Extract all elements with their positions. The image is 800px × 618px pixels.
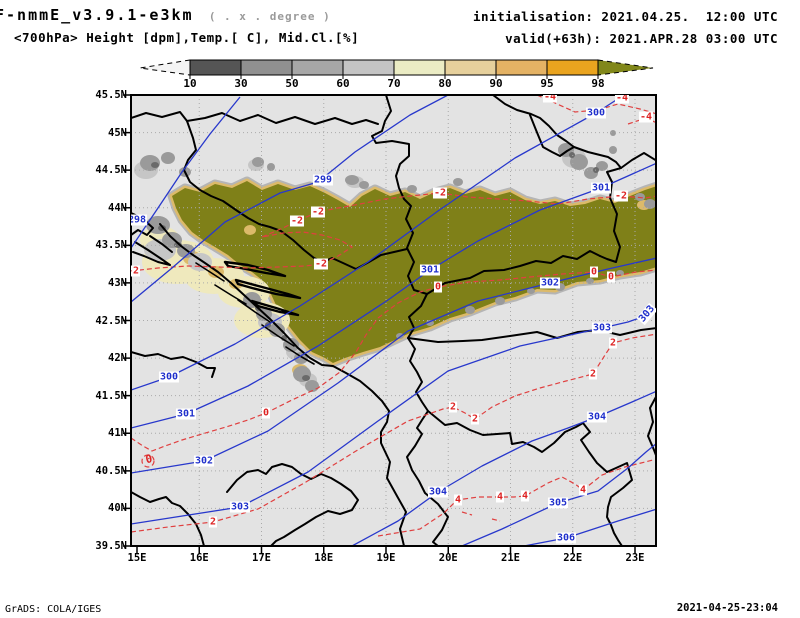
colorbar-tick-label: 10: [183, 77, 197, 90]
colorbar-tick-label: 50: [285, 77, 299, 90]
model-subtitle: ( . x . degree ): [208, 10, 331, 23]
lat-axis-label: 39.5N: [95, 540, 127, 552]
initialisation-time: initialisation: 2021.04.25. 12:00 UTC: [473, 9, 778, 24]
height-contour-label: 298: [131, 214, 148, 226]
lat-axis-label: 43.5N: [95, 239, 127, 252]
temp-contour-label: -2: [313, 258, 329, 270]
colorbar-segment: [495, 59, 548, 76]
temp-contour-label: -2: [432, 187, 448, 199]
lon-axis-label: 20E: [438, 552, 458, 564]
colorbar-tick-label: 95: [540, 77, 554, 90]
height-contour-label: 301: [175, 408, 197, 420]
grads-credit: GrADS: COLA/IGES: [5, 604, 102, 615]
height-contour-label: 302: [539, 277, 561, 289]
lat-axis-label: 41N: [108, 427, 127, 440]
lon-axis-label: 21E: [501, 552, 520, 564]
height-contour-label: 306: [555, 532, 577, 544]
model-title-line: F-nmmE_v3.9.1-e3km ( . x . degree ): [0, 6, 331, 24]
temp-contour-label: 4: [578, 484, 588, 496]
temp-contour-label: -2: [613, 190, 629, 202]
temp-contour-label: -2: [131, 265, 141, 277]
lat-axis-label: 43N: [108, 276, 127, 289]
temp-contour-label: 4: [520, 490, 530, 502]
temp-contour-label: 2: [608, 337, 618, 349]
lon-axis-label: 16E: [189, 552, 209, 564]
colorbar-tick-label: 70: [387, 77, 401, 90]
temp-contour-label: 2: [208, 516, 218, 528]
temp-contour-label: -4: [542, 95, 558, 103]
temp-contour-label: 2: [448, 401, 458, 413]
lon-axis-label: 19E: [376, 552, 396, 564]
colorbar-segment: [189, 59, 242, 76]
latlon-grid: [131, 95, 656, 546]
lon-axis-label: 17E: [252, 552, 271, 564]
lon-axis-label: 18E: [314, 552, 334, 564]
height-contour-label: 305: [547, 497, 569, 509]
temp-contour-label: -2: [289, 215, 305, 227]
lon-axis-label: 15E: [127, 552, 147, 564]
lat-axis-label: 42.5N: [95, 314, 127, 327]
colorbar-tick-label: 80: [438, 77, 452, 90]
temp-contour-label: 2: [470, 413, 480, 425]
temp-contour-label: -4: [638, 111, 654, 123]
colorbar-tick-label: 60: [336, 77, 350, 90]
colorbar-segment: [291, 59, 344, 76]
height-contour-label: 300: [158, 371, 180, 383]
lat-axis-label: 40.5N: [95, 464, 127, 477]
temp-contour-label: -2: [310, 206, 326, 218]
colorbar: [139, 59, 654, 79]
colorbar-tick-label: 90: [489, 77, 503, 90]
lon-axis-label: 23E: [625, 552, 645, 564]
colorbar-segment: [393, 59, 446, 76]
temp-contour-label: 0: [606, 271, 616, 283]
colorbar-segment: [444, 59, 497, 76]
height-contour-label: 300: [585, 107, 607, 119]
colorbar-segment: [546, 59, 599, 76]
height-contour-label: 304: [586, 411, 608, 423]
colorbar-left-arrow: [139, 59, 191, 76]
height-contour-label: 299: [312, 174, 334, 186]
contour-labels-layer: 298 299 300 300 301 301 301 302 302 303 303 303 304 3…: [131, 95, 656, 546]
colorbar-tick-label: 30: [234, 77, 248, 90]
temp-contour-label: 4: [453, 494, 463, 506]
height-contour-label: 304: [427, 486, 449, 498]
axis-ticks: [123, 94, 636, 554]
lat-axis-label: 44N: [108, 201, 127, 214]
temp-contour-label: 0: [143, 451, 155, 467]
temp-contour-label: -4: [614, 95, 630, 104]
lat-axis-label: 40N: [108, 502, 127, 515]
run-times: initialisation: 2021.04.25. 12:00 UTC va…: [473, 6, 778, 50]
creation-timestamp: 2021-04-25-23:04: [676, 602, 778, 614]
lat-axis-label: 45N: [108, 126, 127, 139]
height-contour-label: 303: [229, 501, 251, 513]
height-contour-label: 303: [636, 302, 656, 326]
field-description: <700hPa> Height [dpm],Temp.[ C], Mid.Cl.…: [14, 30, 360, 45]
colorbar-segment: [342, 59, 395, 76]
temp-contour-label: 4: [495, 491, 505, 503]
temp-contour-label: 0: [433, 281, 443, 293]
temp-contour-label: 2: [588, 368, 598, 380]
height-contour-label: 302: [193, 455, 215, 467]
lat-axis-label: 41.5N: [95, 389, 127, 402]
lat-axis-label: 42N: [108, 352, 127, 365]
valid-time: valid(+63h): 2021.APR.28 03:00 UTC: [505, 31, 778, 46]
model-title: F-nmmE_v3.9.1-e3km: [0, 6, 194, 24]
colorbar-right-arrow: [597, 59, 654, 76]
colorbar-segments: [189, 59, 599, 79]
temp-contour-label: 0: [261, 407, 271, 419]
lat-axis-label: 45.5N: [95, 89, 127, 101]
colorbar-tick-label: 98: [591, 77, 605, 90]
height-contour-label: 301: [590, 182, 612, 194]
temp-contour-label: 0: [589, 266, 599, 278]
height-contour-label: 303: [591, 322, 613, 334]
lat-axis-label: 44.5N: [95, 164, 127, 177]
colorbar-segment: [240, 59, 293, 76]
height-contour-label: 301: [419, 264, 441, 276]
lon-axis-label: 22E: [563, 552, 583, 564]
